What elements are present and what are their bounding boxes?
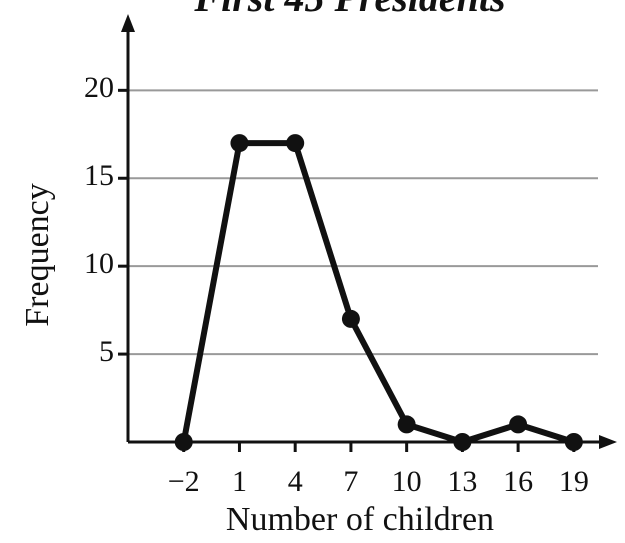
data-point: [564, 433, 583, 451]
x-axis-arrow: [599, 435, 617, 449]
data-point: [509, 415, 528, 434]
data-point: [453, 433, 472, 451]
x-tick-label: 19: [559, 465, 589, 498]
data-point: [397, 415, 416, 434]
y-axis-title: Frequency: [19, 183, 56, 327]
x-tick-label: 16: [503, 465, 533, 498]
data-point: [286, 134, 305, 153]
data-line: [180, 140, 575, 445]
y-tick-label: 10: [84, 247, 114, 280]
data-point: [230, 134, 249, 153]
x-tick-label: 10: [392, 465, 422, 498]
data-point: [341, 309, 360, 328]
data-point: [174, 433, 193, 451]
x-tick-label: 4: [288, 465, 303, 498]
x-tick-label: −2: [168, 465, 200, 498]
x-tick-label: 13: [447, 465, 477, 498]
y-tick-label: 20: [84, 71, 114, 104]
y-tick-label: 15: [84, 159, 114, 192]
y-tick-label: 5: [99, 335, 114, 368]
y-axis-arrow: [121, 14, 135, 32]
chart-title: First 45 Presidents: [193, 0, 505, 20]
x-tick-label: 7: [343, 465, 358, 498]
x-axis-title: Number of children: [226, 501, 494, 538]
x-tick-label: 1: [232, 465, 247, 498]
